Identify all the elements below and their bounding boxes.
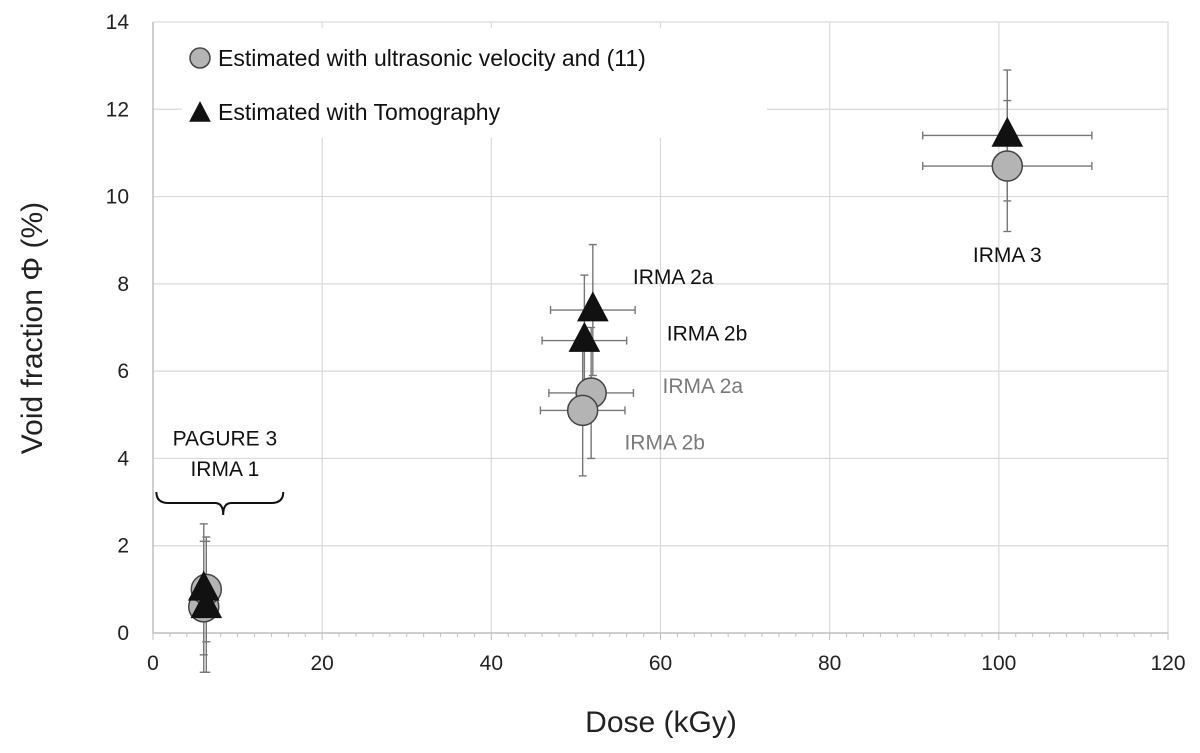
x-tick-label: 60 [649,652,672,675]
legend-entry-label: Estimated with Tomography [218,99,501,125]
y-tick-label: 14 [106,11,130,34]
y-tick-label: 10 [106,186,129,209]
legend-entry-label: Estimated with ultrasonic velocity and (… [218,45,646,71]
x-tick-label: 40 [480,652,503,675]
x-tick-label: 80 [818,652,841,675]
y-tick-label: 8 [117,273,129,296]
axes [152,22,1169,640]
triangle-marker [190,588,223,619]
bracket-annotation [155,491,285,516]
y-tick-label: 12 [106,98,129,121]
point-annotation: IRMA 2b [624,432,705,455]
legend-triangle-marker [189,101,211,122]
x-tick-label: 100 [981,652,1016,675]
bracket [155,491,285,516]
annotations: PAGURE 3 IRMA 1 IRMA 2a IRMA 2b IRMA 2a IRMA … [173,244,1042,481]
y-tick-label: 2 [117,535,129,558]
y-axis-title: Void fraction Φ (%) [16,202,49,454]
triangle-marker [991,116,1024,147]
legend: Estimated with ultrasonic velocity and (… [182,28,767,138]
x-tick-label: 0 [147,652,159,675]
point-annotation: IRMA 1 [190,458,259,481]
x-tick-label: 20 [310,652,333,675]
point-annotation: IRMA 2b [667,323,748,346]
circle-marker [566,394,599,427]
data-markers [187,116,1024,623]
point-annotation: PAGURE 3 [173,427,278,450]
y-tick-label: 4 [117,447,129,470]
point-annotation: IRMA 2a [663,375,744,398]
y-tick-labels: 0 2 4 6 8 10 12 14 [106,11,130,645]
point-annotation: IRMA 3 [973,244,1042,267]
triangle-marker [568,321,601,352]
x-axis-title: Dose (kGy) [585,706,737,739]
y-tick-label: 6 [117,360,129,383]
triangle-marker [577,291,609,322]
legend-circle-marker [189,47,211,69]
y-tick-label: 0 [117,622,129,645]
legend-background [182,28,767,138]
point-annotation: IRMA 2a [633,266,714,289]
circle-marker [991,150,1024,182]
x-tick-labels: 0 20 40 60 80 100 120 [147,652,1185,675]
x-tick-label: 120 [1150,652,1185,675]
